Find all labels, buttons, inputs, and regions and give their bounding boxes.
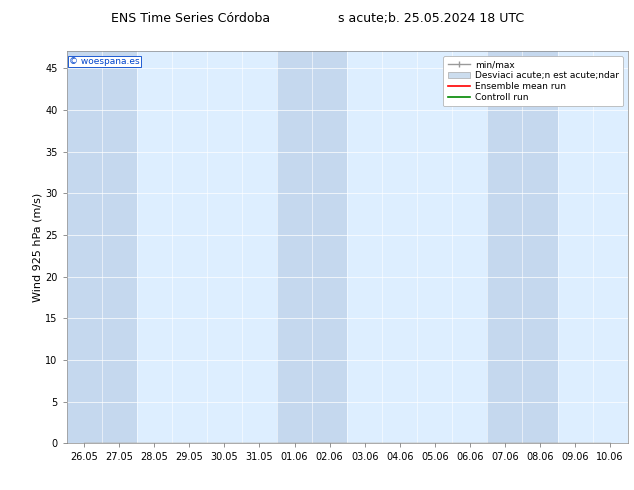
Bar: [382, 51, 417, 443]
Bar: [207, 51, 242, 443]
Y-axis label: Wind 925 hPa (m/s): Wind 925 hPa (m/s): [32, 193, 42, 302]
Bar: [522, 51, 557, 443]
Bar: [452, 51, 488, 443]
Bar: [557, 51, 593, 443]
Bar: [593, 51, 628, 443]
Bar: [312, 51, 347, 443]
Bar: [347, 51, 382, 443]
Text: ENS Time Series Córdoba: ENS Time Series Córdoba: [111, 12, 269, 25]
Text: © woespana.es: © woespana.es: [69, 57, 140, 66]
Bar: [67, 51, 101, 443]
Bar: [242, 51, 277, 443]
Bar: [417, 51, 452, 443]
Bar: [137, 51, 172, 443]
Legend: min/max, Desviaci acute;n est acute;ndar, Ensemble mean run, Controll run: min/max, Desviaci acute;n est acute;ndar…: [443, 56, 623, 106]
Bar: [172, 51, 207, 443]
Bar: [277, 51, 312, 443]
Bar: [488, 51, 522, 443]
Bar: [101, 51, 137, 443]
Text: s acute;b. 25.05.2024 18 UTC: s acute;b. 25.05.2024 18 UTC: [338, 12, 524, 25]
